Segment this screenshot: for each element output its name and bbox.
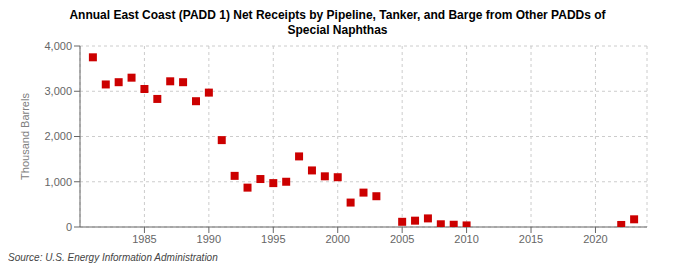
svg-text:Thousand Barrels: Thousand Barrels — [19, 93, 31, 180]
svg-text:3,000: 3,000 — [44, 85, 72, 97]
html-text:Annual East Coast (PADD 1) Net: Annual East Coast (PADD 1) Net Receipts … — [69, 8, 606, 37]
svg-text:1985: 1985 — [132, 233, 156, 245]
svg-text:1,000: 1,000 — [44, 176, 72, 188]
svg-text:4,000: 4,000 — [44, 40, 72, 52]
svg-text:2000: 2000 — [325, 233, 349, 245]
svg-text:2010: 2010 — [454, 233, 478, 245]
svg-text:0: 0 — [66, 221, 72, 233]
svg-text:1990: 1990 — [197, 233, 221, 245]
html-text:Source: U.S. Energy Informatio: Source: U.S. Energy Information Administ… — [8, 252, 218, 263]
svg-text:1995: 1995 — [261, 233, 285, 245]
svg-text:2015: 2015 — [519, 233, 543, 245]
svg-text:2005: 2005 — [390, 233, 414, 245]
svg-text:2020: 2020 — [583, 233, 607, 245]
svg-text:2,000: 2,000 — [44, 130, 72, 142]
